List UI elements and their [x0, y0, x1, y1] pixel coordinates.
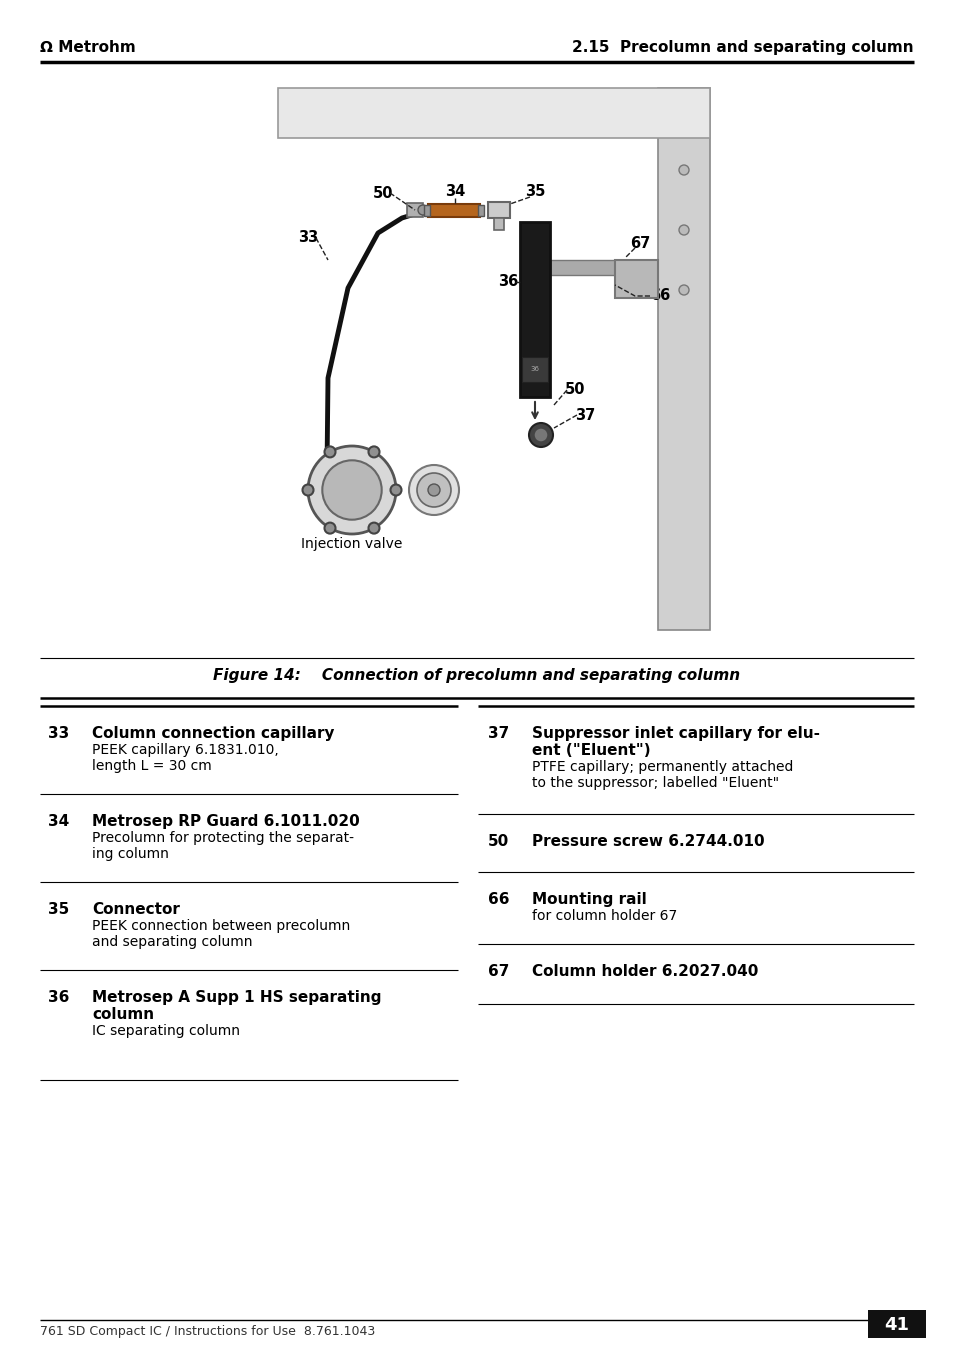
- Text: 67: 67: [488, 965, 509, 979]
- Ellipse shape: [368, 523, 379, 534]
- Text: 2.15  Precolumn and separating column: 2.15 Precolumn and separating column: [572, 41, 913, 55]
- Text: for column holder 67: for column holder 67: [532, 909, 677, 923]
- Ellipse shape: [308, 446, 395, 534]
- Bar: [423, 205, 430, 216]
- Bar: [615, 259, 658, 299]
- Bar: [550, 259, 615, 276]
- Text: 34: 34: [48, 815, 70, 830]
- Text: 35: 35: [48, 902, 70, 917]
- Text: 36: 36: [48, 990, 70, 1005]
- Bar: [519, 222, 550, 397]
- Ellipse shape: [529, 423, 553, 447]
- Ellipse shape: [368, 446, 379, 458]
- Text: 66: 66: [488, 892, 509, 907]
- Text: 50: 50: [564, 382, 584, 397]
- Text: Ω Metrohm: Ω Metrohm: [40, 41, 135, 55]
- Text: Precolumn for protecting the separat-
ing column: Precolumn for protecting the separat- in…: [91, 831, 354, 861]
- Text: 761 SD Compact IC / Instructions for Use  8.761.1043: 761 SD Compact IC / Instructions for Use…: [40, 1325, 375, 1337]
- Text: 41: 41: [883, 1316, 908, 1333]
- Text: 37: 37: [575, 408, 595, 423]
- Ellipse shape: [416, 473, 451, 507]
- Text: Metrosep RP Guard 6.1011.020: Metrosep RP Guard 6.1011.020: [91, 815, 359, 830]
- Text: 33: 33: [48, 725, 70, 740]
- Text: 35: 35: [524, 185, 544, 200]
- Text: Column holder 6.2027.040: Column holder 6.2027.040: [532, 965, 758, 979]
- Text: 33: 33: [297, 231, 317, 246]
- Bar: [407, 203, 422, 218]
- Text: 36: 36: [530, 366, 539, 372]
- Text: Metrosep A Supp 1 HS separating
column: Metrosep A Supp 1 HS separating column: [91, 990, 381, 1023]
- Bar: [867, 1310, 925, 1337]
- Text: 50: 50: [373, 185, 393, 200]
- Text: Pressure screw 6.2744.010: Pressure screw 6.2744.010: [532, 834, 763, 848]
- Ellipse shape: [409, 465, 458, 515]
- Ellipse shape: [679, 165, 688, 176]
- Text: 36: 36: [497, 274, 517, 289]
- Ellipse shape: [534, 428, 547, 442]
- Text: Connector: Connector: [91, 902, 180, 917]
- Ellipse shape: [417, 205, 428, 215]
- Ellipse shape: [302, 485, 314, 496]
- Text: 34: 34: [444, 185, 465, 200]
- Bar: [658, 88, 709, 630]
- Text: Figure 14:    Connection of precolumn and separating column: Figure 14: Connection of precolumn and s…: [213, 667, 740, 684]
- Ellipse shape: [324, 446, 335, 458]
- Text: 66: 66: [649, 289, 669, 304]
- Text: Mounting rail: Mounting rail: [532, 892, 646, 907]
- Text: Column connection capillary: Column connection capillary: [91, 725, 335, 740]
- Text: Suppressor inlet capillary for elu-
ent ("Eluent"): Suppressor inlet capillary for elu- ent …: [532, 725, 820, 758]
- Text: Injection valve: Injection valve: [301, 536, 402, 551]
- Bar: [521, 357, 547, 382]
- Bar: [488, 203, 510, 218]
- Ellipse shape: [390, 485, 401, 496]
- Ellipse shape: [679, 226, 688, 235]
- Text: 50: 50: [488, 834, 509, 848]
- Bar: [277, 88, 709, 138]
- Text: IC separating column: IC separating column: [91, 1024, 240, 1038]
- Ellipse shape: [322, 461, 381, 520]
- Ellipse shape: [428, 484, 439, 496]
- Text: 67: 67: [629, 235, 649, 250]
- Bar: [428, 204, 479, 218]
- Ellipse shape: [324, 523, 335, 534]
- Ellipse shape: [679, 285, 688, 295]
- Text: PEEK capillary 6.1831.010,
length L = 30 cm: PEEK capillary 6.1831.010, length L = 30…: [91, 743, 278, 773]
- Bar: [494, 218, 503, 230]
- Text: 37: 37: [488, 725, 509, 740]
- Text: PTFE capillary; permanently attached
to the suppressor; labelled "Eluent": PTFE capillary; permanently attached to …: [532, 761, 793, 790]
- Text: PEEK connection between precolumn
and separating column: PEEK connection between precolumn and se…: [91, 919, 350, 950]
- Bar: [477, 205, 483, 216]
